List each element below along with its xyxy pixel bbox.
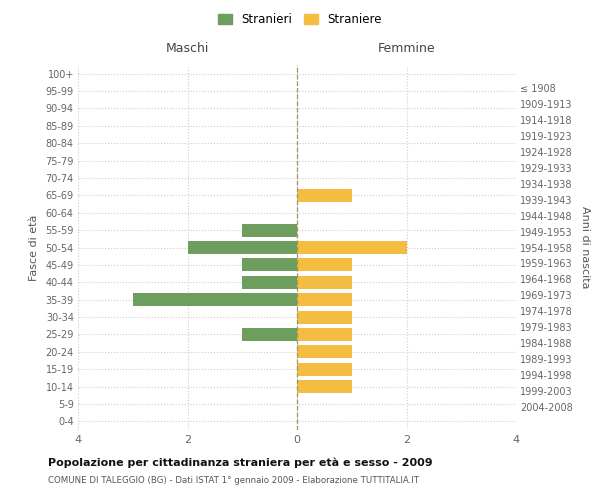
Bar xyxy=(242,276,297,289)
Y-axis label: Fasce di età: Fasce di età xyxy=(29,214,38,280)
Bar xyxy=(242,328,297,341)
Text: COMUNE DI TALEGGIO (BG) - Dati ISTAT 1° gennaio 2009 - Elaborazione TUTTITALIA.I: COMUNE DI TALEGGIO (BG) - Dati ISTAT 1° … xyxy=(48,476,419,485)
Bar xyxy=(242,224,297,236)
Bar xyxy=(297,293,352,306)
Bar xyxy=(297,380,352,393)
Bar xyxy=(187,241,297,254)
Text: Maschi: Maschi xyxy=(166,42,209,54)
Y-axis label: Anni di nascita: Anni di nascita xyxy=(580,206,590,289)
Bar xyxy=(297,241,407,254)
Bar xyxy=(297,310,352,324)
Text: Popolazione per cittadinanza straniera per età e sesso - 2009: Popolazione per cittadinanza straniera p… xyxy=(48,458,433,468)
Bar xyxy=(297,258,352,272)
Bar xyxy=(133,293,297,306)
Legend: Stranieri, Straniere: Stranieri, Straniere xyxy=(213,8,387,31)
Bar xyxy=(297,346,352,358)
Bar xyxy=(297,189,352,202)
Bar xyxy=(297,328,352,341)
Bar xyxy=(297,276,352,289)
Text: Femmine: Femmine xyxy=(377,42,436,54)
Bar xyxy=(297,362,352,376)
Bar xyxy=(242,258,297,272)
